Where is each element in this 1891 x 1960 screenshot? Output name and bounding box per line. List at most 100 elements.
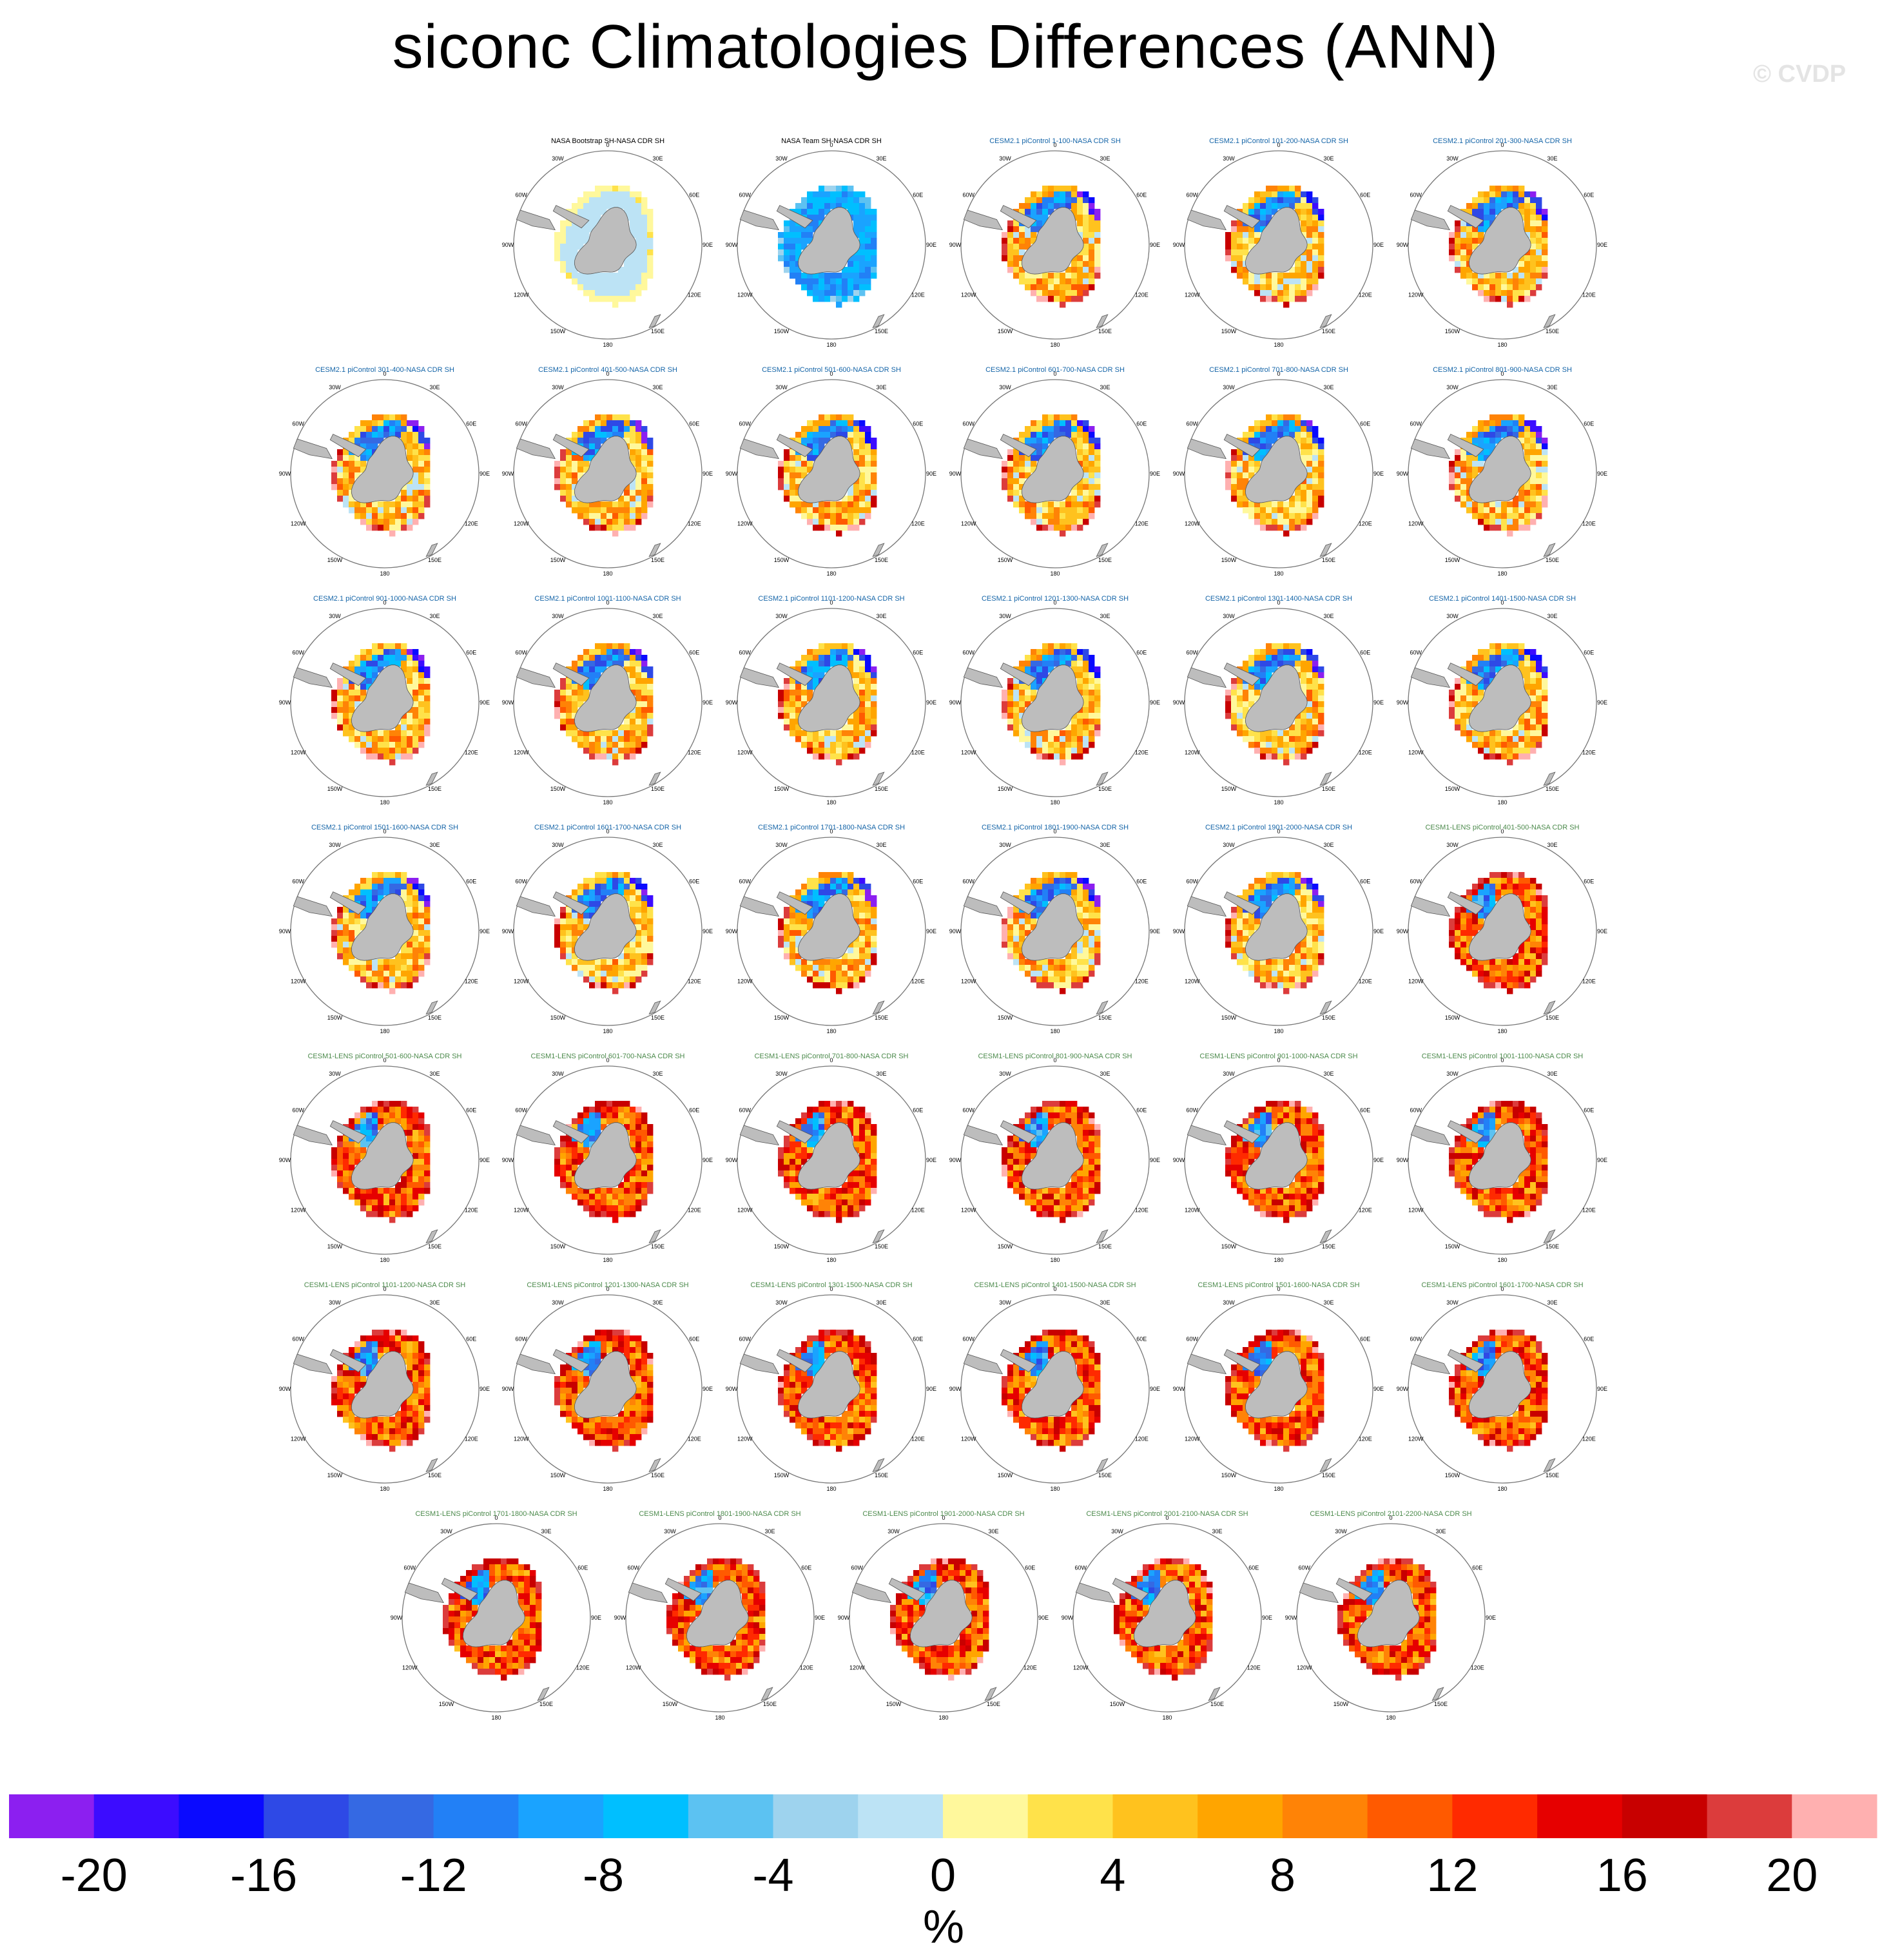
siconc-diff-cell — [641, 913, 648, 919]
siconc-diff-cell — [842, 965, 848, 971]
siconc-diff-cell — [560, 267, 567, 273]
siconc-diff-cell — [1524, 232, 1531, 238]
siconc-diff-cell — [848, 420, 854, 427]
siconc-diff-cell — [647, 226, 654, 233]
siconc-diff-cell — [572, 478, 578, 485]
siconc-diff-cell — [395, 878, 402, 884]
siconc-diff-cell — [412, 661, 419, 667]
siconc-diff-cell — [612, 878, 619, 884]
siconc-diff-cell — [630, 982, 636, 989]
siconc-diff-cell — [612, 959, 619, 965]
siconc-diff-cell — [807, 672, 813, 679]
siconc-diff-cell — [1036, 959, 1043, 965]
siconc-diff-cell — [1318, 244, 1324, 250]
siconc-diff-cell — [1455, 238, 1461, 244]
siconc-diff-cell — [378, 742, 384, 748]
siconc-diff-cell — [589, 449, 596, 456]
siconc-diff-cell — [1248, 959, 1255, 965]
siconc-diff-cell — [1460, 449, 1467, 456]
siconc-diff-cell — [853, 461, 860, 467]
siconc-diff-cell — [1530, 713, 1537, 719]
siconc-diff-cell — [589, 895, 596, 902]
siconc-diff-cell — [331, 484, 338, 490]
siconc-diff-cell — [612, 273, 619, 279]
siconc-diff-cell — [641, 507, 648, 514]
siconc-diff-cell — [418, 690, 425, 696]
siconc-diff-cell — [635, 197, 642, 204]
siconc-diff-cell — [372, 655, 378, 661]
siconc-diff-cell — [1530, 232, 1537, 238]
siconc-diff-cell — [1306, 901, 1313, 907]
siconc-diff-cell — [337, 690, 344, 696]
siconc-diff-cell — [1501, 661, 1508, 667]
longitude-label: 150E — [1322, 557, 1335, 563]
siconc-diff-cell — [1042, 203, 1049, 209]
siconc-diff-cell — [836, 959, 842, 965]
siconc-diff-cell — [1266, 197, 1272, 204]
siconc-diff-cell — [1472, 661, 1479, 667]
siconc-diff-cell — [595, 443, 601, 450]
siconc-diff-cell — [795, 736, 802, 742]
siconc-diff-cell — [641, 284, 648, 291]
siconc-diff-cell — [383, 525, 390, 531]
siconc-diff-cell — [647, 936, 654, 942]
siconc-diff-cell — [378, 420, 384, 427]
longitude-label: 30E — [652, 842, 663, 848]
siconc-diff-cell — [1254, 971, 1261, 977]
antarctica-land — [574, 665, 637, 732]
siconc-diff-cell — [1507, 278, 1513, 285]
panel-title: CESM2.1 piControl 701-800-NASA CDR SH — [1209, 366, 1348, 374]
siconc-diff-cell — [1254, 501, 1261, 508]
siconc-diff-cell — [1048, 643, 1054, 650]
longitude-label: 150W — [1221, 557, 1237, 563]
siconc-diff-cell — [624, 296, 630, 302]
longitude-label: 90E — [1150, 242, 1160, 248]
siconc-diff-cell — [624, 655, 630, 661]
siconc-diff-cell — [1065, 971, 1072, 977]
siconc-diff-cell — [595, 971, 601, 977]
siconc-diff-cell — [635, 684, 642, 690]
siconc-diff-cell — [1283, 878, 1290, 884]
siconc-diff-cell — [819, 278, 825, 285]
siconc-diff-cell — [1460, 695, 1467, 702]
siconc-diff-cell — [801, 971, 808, 977]
siconc-diff-cell — [1272, 191, 1278, 198]
siconc-diff-cell — [378, 414, 384, 421]
siconc-diff-cell — [389, 649, 396, 655]
siconc-diff-cell — [1013, 273, 1020, 279]
siconc-diff-cell — [842, 513, 848, 519]
siconc-diff-cell — [1060, 643, 1066, 650]
siconc-diff-cell — [1507, 432, 1513, 438]
siconc-diff-cell — [865, 467, 871, 473]
siconc-diff-cell — [1472, 209, 1479, 215]
siconc-diff-cell — [331, 930, 338, 936]
siconc-diff-cell — [1094, 209, 1101, 215]
siconc-diff-cell — [624, 513, 630, 519]
siconc-diff-cell — [395, 959, 402, 965]
siconc-diff-cell — [1042, 513, 1049, 519]
siconc-diff-cell — [836, 278, 842, 285]
siconc-diff-cell — [618, 661, 625, 667]
siconc-diff-cell — [1036, 913, 1043, 919]
siconc-diff-cell — [859, 707, 866, 713]
siconc-diff-cell — [389, 759, 396, 766]
siconc-diff-cell — [1083, 889, 1089, 896]
siconc-diff-cell — [1524, 724, 1531, 731]
siconc-diff-cell — [1295, 884, 1301, 890]
siconc-diff-cell — [859, 203, 866, 209]
siconc-diff-cell — [572, 273, 578, 279]
siconc-diff-cell — [1542, 232, 1548, 238]
longitude-label: 120W — [1185, 750, 1200, 756]
siconc-diff-cell — [1318, 907, 1324, 913]
longitude-label: 90W — [502, 242, 514, 248]
difference-cells — [1225, 643, 1324, 766]
siconc-diff-cell — [1260, 290, 1266, 296]
siconc-diff-cell — [865, 232, 871, 238]
siconc-diff-cell — [807, 666, 813, 673]
siconc-diff-cell — [859, 736, 866, 742]
siconc-diff-cell — [647, 901, 654, 907]
siconc-diff-cell — [813, 649, 819, 655]
siconc-diff-cell — [1243, 255, 1249, 262]
siconc-diff-cell — [331, 701, 338, 708]
siconc-diff-cell — [1484, 191, 1490, 198]
